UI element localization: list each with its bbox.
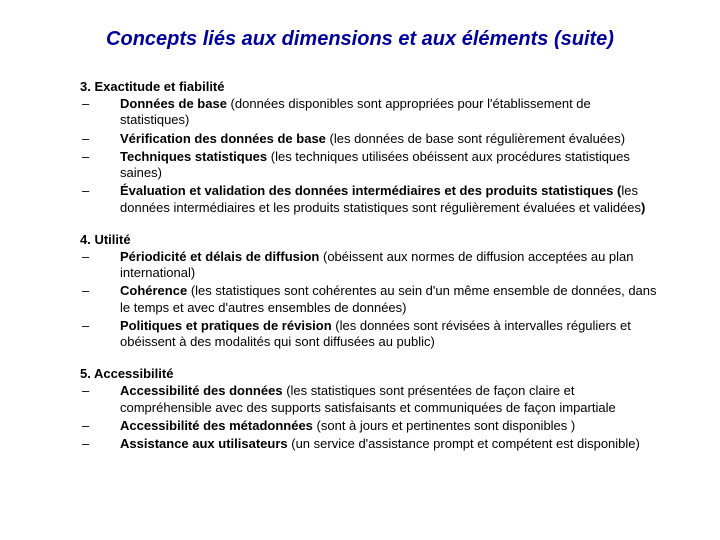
item-term: Assistance aux utilisateurs [120, 436, 291, 451]
dash-icon: – [80, 96, 120, 112]
section-4: 4. Utilité – Périodicité et délais de di… [80, 232, 660, 351]
item-desc: (un service d'assistance prompt et compé… [291, 436, 640, 451]
list-item: – Évaluation et validation des données i… [80, 183, 660, 216]
section-3: 3. Exactitude et fiabilité – Données de … [80, 79, 660, 216]
item-body: Périodicité et délais de diffusion (obéi… [120, 249, 660, 282]
list-item: – Données de base (données disponibles s… [80, 96, 660, 129]
dash-icon: – [80, 283, 120, 299]
dash-icon: – [80, 318, 120, 334]
dash-icon: – [80, 436, 120, 452]
item-term: Périodicité et délais de diffusion [120, 249, 323, 264]
item-term: Cohérence [120, 283, 191, 298]
list-item: – Politiques et pratiques de révision (l… [80, 318, 660, 351]
dash-icon: – [80, 149, 120, 165]
item-body: Accessibilité des métadonnées (sont à jo… [120, 418, 660, 434]
item-body: Vérification des données de base (les do… [120, 131, 660, 147]
dash-icon: – [80, 418, 120, 434]
list-item: – Cohérence (les statistiques sont cohér… [80, 283, 660, 316]
item-term: Accessibilité des métadonnées [120, 418, 317, 433]
item-body: Accessibilité des données (les statistiq… [120, 383, 660, 416]
item-body: Assistance aux utilisateurs (un service … [120, 436, 660, 452]
list-item: – Vérification des données de base (les … [80, 131, 660, 147]
section-heading: 5. Accessibilité [80, 366, 660, 381]
slide: Concepts liés aux dimensions et aux élém… [0, 0, 720, 540]
section-5: 5. Accessibilité – Accessibilité des don… [80, 366, 660, 452]
item-desc: (les données de base sont régulièrement … [330, 131, 626, 146]
item-term: Politiques et pratiques de révision [120, 318, 335, 333]
item-body: Données de base (données disponibles son… [120, 96, 660, 129]
item-desc: (sont à jours et pertinentes sont dispon… [317, 418, 576, 433]
item-term: Évaluation et validation des données int… [120, 183, 621, 198]
item-body: Politiques et pratiques de révision (les… [120, 318, 660, 351]
item-term: Données de base [120, 96, 231, 111]
item-term: Techniques statistiques [120, 149, 271, 164]
dash-icon: – [80, 383, 120, 399]
list-item: – Assistance aux utilisateurs (un servic… [80, 436, 660, 452]
item-desc: (les statistiques sont cohérentes au sei… [120, 283, 657, 314]
list-item: – Périodicité et délais de diffusion (ob… [80, 249, 660, 282]
item-tail: ) [641, 200, 645, 215]
item-body: Évaluation et validation des données int… [120, 183, 660, 216]
dash-icon: – [80, 183, 120, 199]
section-heading: 3. Exactitude et fiabilité [80, 79, 660, 94]
item-body: Techniques statistiques (les techniques … [120, 149, 660, 182]
list-item: – Accessibilité des métadonnées (sont à … [80, 418, 660, 434]
slide-title: Concepts liés aux dimensions et aux élém… [60, 28, 660, 51]
item-term: Vérification des données de base [120, 131, 330, 146]
dash-icon: – [80, 249, 120, 265]
item-term: Accessibilité des données [120, 383, 286, 398]
section-heading: 4. Utilité [80, 232, 660, 247]
list-item: – Techniques statistiques (les technique… [80, 149, 660, 182]
list-item: – Accessibilité des données (les statist… [80, 383, 660, 416]
dash-icon: – [80, 131, 120, 147]
item-body: Cohérence (les statistiques sont cohéren… [120, 283, 660, 316]
